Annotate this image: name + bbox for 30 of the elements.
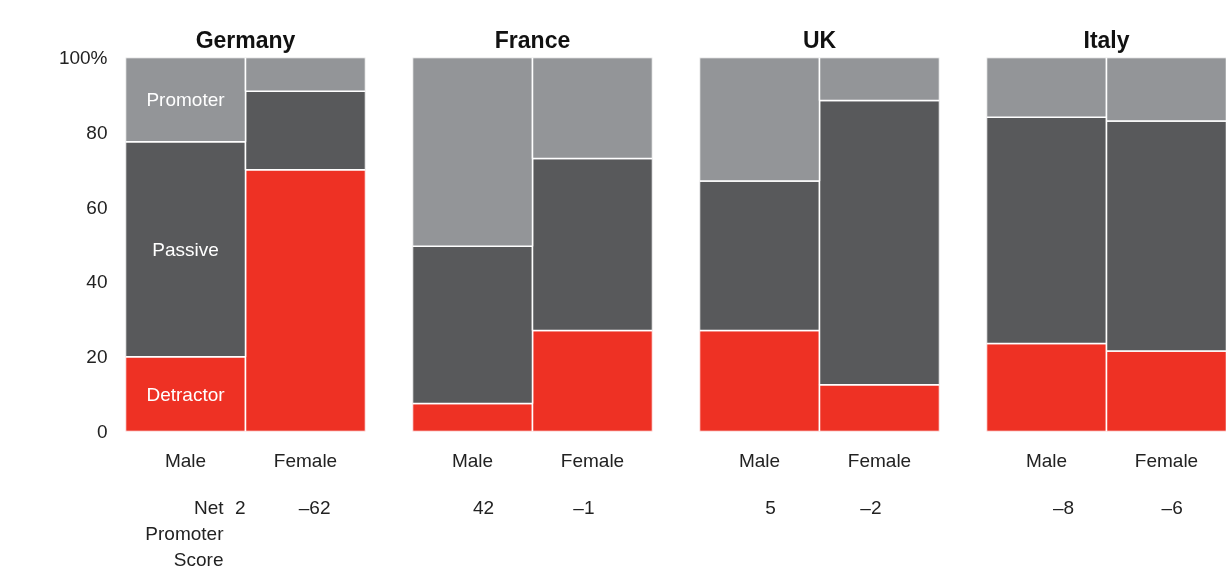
x-tick-label: Female (273, 449, 338, 471)
x-tick-label: Male (164, 449, 207, 471)
y-tick-label: 20 (86, 346, 108, 368)
text: –1 (573, 497, 595, 518)
x-tick-label: Male (451, 449, 494, 471)
text: 42 (473, 497, 495, 518)
y-tick-label: 80 (86, 121, 108, 143)
x-tick-label: Female (847, 449, 912, 471)
text: –8 (1052, 497, 1075, 518)
text: –6 (1161, 497, 1183, 518)
chart-title: Italy (1083, 26, 1130, 53)
series-label: Detractor (146, 383, 226, 405)
text: Net Promoter Score (145, 497, 225, 570)
text: 2 (234, 497, 246, 518)
y-tick-label: 0 (96, 421, 108, 442)
x-tick-label: Male (1025, 449, 1068, 471)
text: –2 (860, 497, 882, 518)
y-tick-label: 100% (58, 47, 108, 68)
chart-title: Germany (195, 26, 296, 53)
chart-title: UK (802, 26, 837, 53)
y-tick-label: 60 (86, 196, 108, 218)
text: –62 (298, 497, 331, 518)
text: 5 (765, 497, 776, 518)
x-tick-label: Female (560, 449, 625, 471)
series-label: Passive (152, 238, 219, 260)
chart-title: France (494, 26, 571, 53)
x-tick-label: Male (738, 449, 781, 471)
series-label: Promoter (146, 89, 226, 111)
x-tick-label: Female (1134, 449, 1199, 471)
y-tick-label: 40 (86, 271, 108, 293)
